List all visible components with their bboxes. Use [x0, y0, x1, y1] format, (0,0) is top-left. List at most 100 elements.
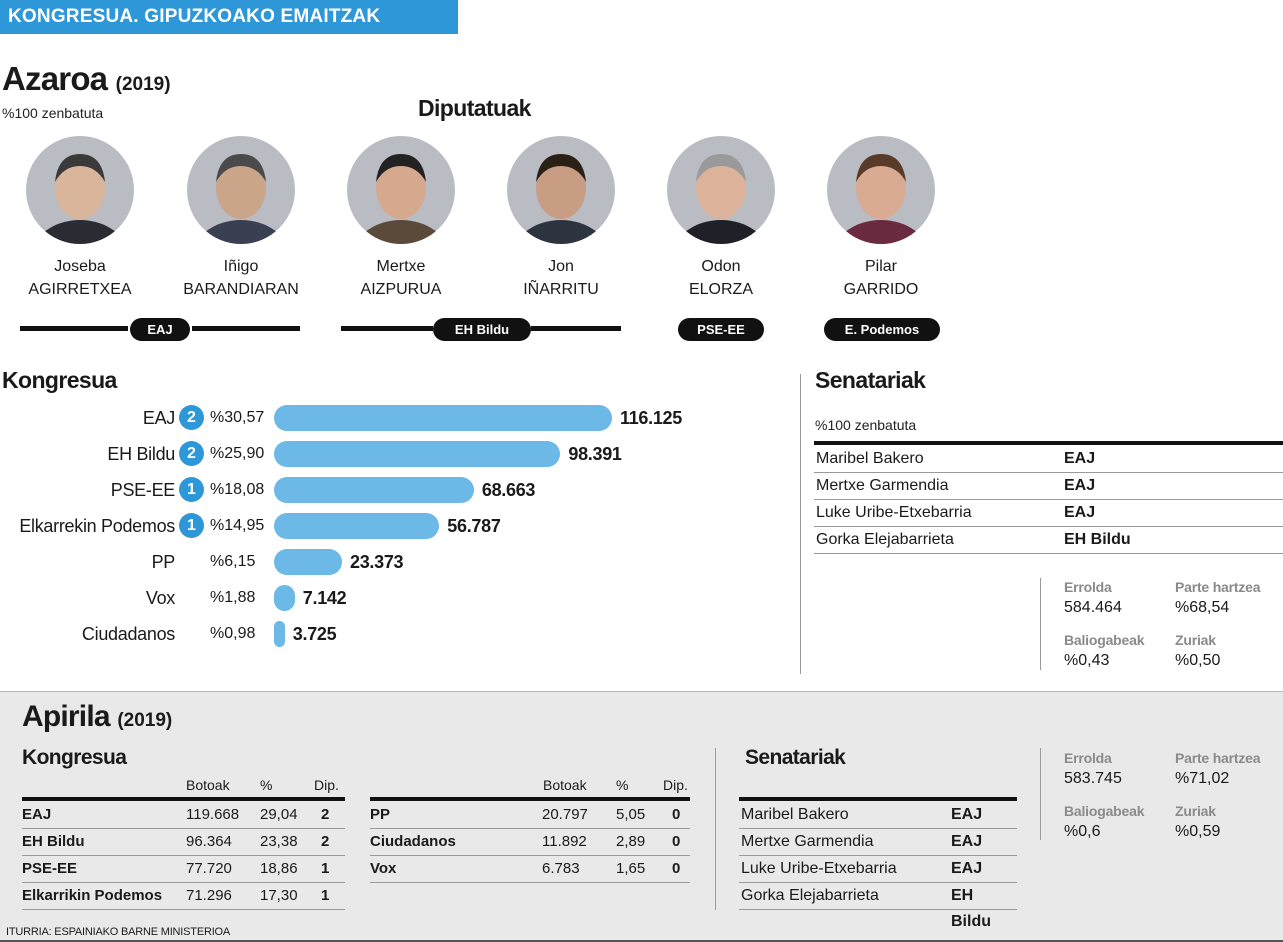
april-stat-parte-label: Parte hartzea: [1175, 750, 1261, 766]
row-votes: 11.892: [542, 833, 587, 850]
row-party: Elkarrikin Podemos: [22, 887, 163, 904]
party-pill-eaj: EAJ: [130, 318, 190, 341]
senator-name: Luke Uribe-Etxebarria: [816, 504, 972, 521]
senate-row: Mertxe Garmendia EAJ: [739, 829, 1017, 856]
party-pill-psee: PSE-EE: [678, 318, 764, 341]
table-row: PP 20.797 5,05 0: [370, 802, 690, 829]
row-party: PP: [370, 806, 391, 823]
bar-percent-label: %14,95: [210, 517, 265, 534]
april-right-rule: [370, 797, 690, 801]
stat-errolda-label: Errolda: [1064, 579, 1112, 595]
deputy-first-name: Jon: [548, 258, 574, 275]
header-title: KONGRESUA. GIPUZKOAKO EMAITZAK: [0, 0, 458, 34]
bar-category-label: EAJ: [142, 408, 175, 428]
april-senate-title: Senatariak: [745, 746, 846, 769]
stat-errolda-value: 584.464: [1064, 599, 1122, 616]
senate-subtitle: %100 zenbatuta: [815, 417, 917, 433]
stat-zuriak-value: %0,50: [1175, 652, 1221, 669]
april-stat-baliogabeak-value: %0,6: [1064, 823, 1101, 840]
senator-party: EH Bildu: [951, 887, 991, 930]
deputy-photo: [827, 136, 935, 244]
party-rule-eaj-left: [20, 326, 128, 331]
senator-party: EAJ: [1064, 477, 1096, 494]
senate-title: Senatariak: [815, 367, 926, 393]
stat-parte-label: Parte hartzea: [1175, 579, 1261, 595]
deputy-last-name: AIZPURUA: [360, 281, 442, 298]
table-row: EH Bildu 96.364 23,38 2: [22, 829, 345, 856]
bar: [274, 441, 561, 467]
table-row: Ciudadanos 11.892 2,89 0: [370, 829, 690, 856]
senator-name: Mertxe Garmendia: [741, 833, 874, 850]
table-row: Vox 6.783 1,65 0: [370, 856, 690, 883]
stat-zuriak-label: Zuriak: [1175, 632, 1216, 648]
bar: [274, 513, 440, 539]
april-stat-errolda-label: Errolda: [1064, 750, 1112, 766]
senator-party: EAJ: [951, 806, 983, 823]
stat-baliogabeak-label: Baliogabeak: [1064, 632, 1145, 648]
april-senate-table: Maribel Bakero EAJ Mertxe Garmendia EAJ Luke…: [739, 802, 1017, 930]
row-party: Vox: [370, 860, 397, 877]
senator-party: EAJ: [951, 860, 983, 877]
april-right-col-votes: Botoak: [543, 777, 587, 793]
senator-name: Maribel Bakero: [741, 806, 849, 823]
row-pct: 17,30: [260, 887, 298, 904]
deputy-first-name: Pilar: [864, 258, 897, 275]
senate-table: Maribel Bakero EAJ Mertxe Garmendia EAJ Luke…: [814, 446, 1283, 554]
april-title-text: Apirila: [22, 700, 111, 733]
row-votes: 119.668: [186, 806, 240, 823]
bar: [274, 621, 285, 647]
party-pill-ehbildu: EH Bildu: [433, 318, 531, 341]
bar-seat-badge: 1: [179, 477, 204, 502]
bar-value-label: 56.787: [447, 516, 501, 536]
bar: [274, 477, 474, 503]
bar-value-label: 3.725: [292, 624, 337, 644]
row-pct: 29,04: [260, 806, 298, 823]
bar-category-label: Elkarrekin Podemos: [19, 516, 175, 536]
row-pct: 1,65: [616, 860, 646, 877]
senate-row: Mertxe Garmendia EAJ: [814, 473, 1283, 500]
party-rule-ehbildu-right: [531, 326, 621, 331]
bar-value-label: 7.142: [302, 588, 347, 608]
source-note: ITURRIA: ESPAINIAKO BARNE MINISTERIOA: [6, 926, 231, 938]
row-party: Ciudadanos: [370, 833, 456, 850]
april-stat-zuriak-value: %0,59: [1175, 823, 1221, 840]
deputy-photo: [187, 136, 295, 244]
november-title-text: Azaroa: [2, 60, 108, 97]
deputy-last-name: GARRIDO: [843, 281, 919, 298]
stat-baliogabeak-value: %0,43: [1064, 652, 1110, 669]
deputy-first-name: Odon: [701, 258, 741, 275]
april-left-col-votes: Botoak: [186, 777, 230, 793]
party-rule-ehbildu-left: [341, 326, 433, 331]
row-pct: 5,05: [616, 806, 646, 823]
deputy-first-name: Joseba: [54, 258, 106, 275]
deputy-first-name: Iñigo: [223, 258, 259, 275]
bar-percent-label: %0,98: [210, 625, 256, 642]
bar-category-label: PP: [151, 552, 176, 572]
bar-percent-label: %25,90: [210, 445, 265, 462]
april-kongresua-title: Kongresua: [22, 746, 127, 769]
april-senate-rule: [739, 797, 1017, 801]
senator-party: EAJ: [951, 833, 983, 850]
senate-row: Maribel Bakero EAJ: [739, 802, 1017, 829]
senator-name: Luke Uribe-Etxebarria: [741, 860, 897, 877]
november-year: (2019): [115, 74, 171, 95]
row-seats: 0: [672, 833, 681, 850]
deputy-first-name: Mertxe: [376, 258, 426, 275]
table-row: EAJ 119.668 29,04 2: [22, 802, 345, 829]
row-votes: 77.720: [186, 860, 232, 877]
april-right-col-pct: %: [616, 777, 629, 793]
deputies-title: Diputatuak: [418, 95, 531, 121]
row-pct: 23,38: [260, 833, 298, 850]
row-seats: 2: [321, 833, 330, 850]
november-subtitle: %100 zenbatuta: [2, 105, 104, 121]
bar: [274, 549, 342, 575]
deputy-last-name: BARANDIARAN: [183, 281, 299, 298]
row-party: PSE-EE: [22, 860, 78, 877]
april-year: (2019): [117, 710, 173, 731]
april-left-col-seats: Dip.: [314, 777, 339, 793]
row-seats: 1: [321, 860, 330, 877]
kongresua-title: Kongresua: [2, 367, 117, 393]
bar-category-label: Ciudadanos: [81, 624, 175, 644]
bar-value-label: 23.373: [350, 552, 404, 572]
divider-november: [800, 374, 801, 674]
